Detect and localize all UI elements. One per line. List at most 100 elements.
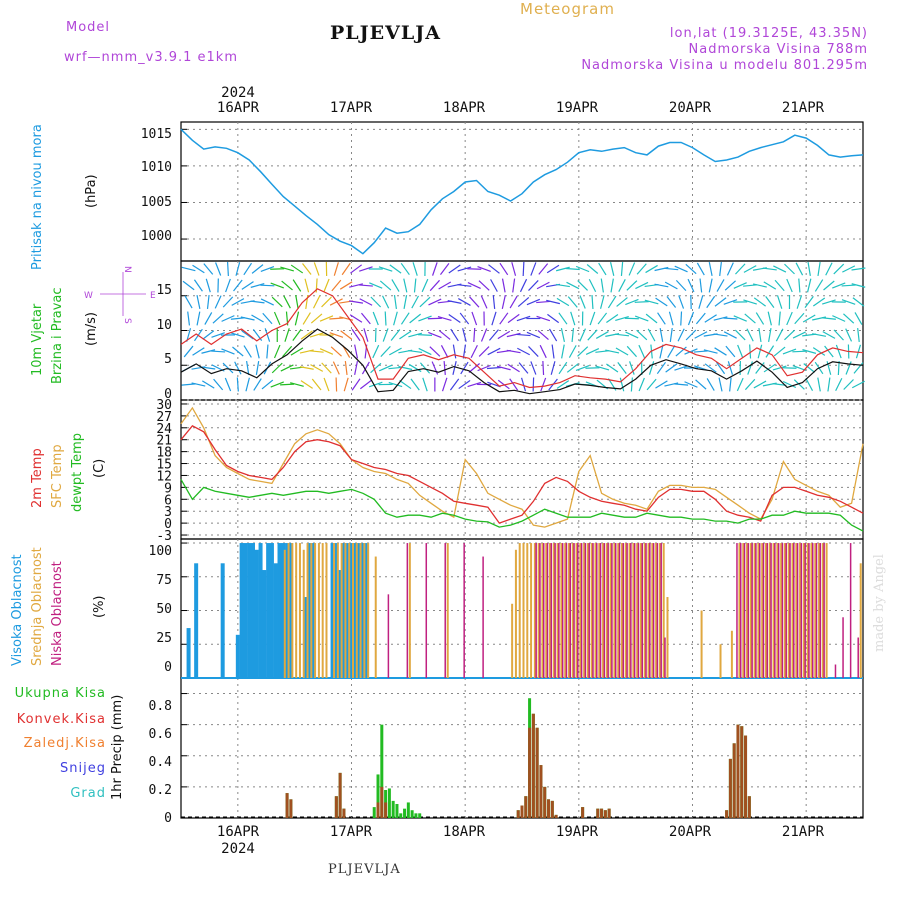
cloud-bar-1 bbox=[859, 563, 862, 678]
cloud-bar-2 bbox=[762, 543, 765, 678]
cloud-bar-0 bbox=[349, 543, 354, 678]
wind-arrow bbox=[281, 280, 293, 291]
wind-arrow bbox=[471, 311, 478, 326]
wind-gust-line bbox=[180, 288, 864, 389]
cloud-bar-2 bbox=[535, 543, 537, 678]
wind-arrow bbox=[236, 377, 239, 392]
wind-arrow bbox=[400, 312, 410, 325]
cloud-bar-1 bbox=[541, 543, 544, 678]
wind-arrow bbox=[804, 296, 814, 308]
wind-arrow bbox=[222, 296, 234, 308]
wind-arrow bbox=[626, 345, 638, 358]
wind-arrow bbox=[854, 312, 863, 325]
cloud-bar-0 bbox=[250, 543, 255, 678]
wind-arrow bbox=[743, 265, 757, 273]
wind-arrow bbox=[536, 300, 551, 304]
wind-arrow bbox=[667, 345, 676, 358]
cloud-bar-2 bbox=[819, 543, 822, 678]
wind-arrow bbox=[824, 345, 834, 358]
cloud-bar-1 bbox=[719, 644, 722, 678]
cloud-bar-1 bbox=[749, 543, 752, 678]
wind-arrow bbox=[251, 314, 264, 323]
date-top-4: 20APR bbox=[669, 100, 712, 116]
wind-arrow bbox=[851, 267, 866, 271]
cloud-bar-2 bbox=[842, 617, 844, 678]
wind-arrow bbox=[695, 379, 707, 390]
wind-arrow bbox=[368, 381, 383, 388]
precip-total-bar bbox=[406, 802, 410, 818]
wind-arrow bbox=[241, 330, 254, 340]
wind-arrow bbox=[388, 381, 403, 388]
cloud-bar-2 bbox=[626, 543, 628, 678]
wind-arrow bbox=[516, 315, 531, 322]
cloud-bar-1 bbox=[333, 543, 336, 678]
cloud-tick-75: 75 bbox=[156, 573, 172, 588]
cloud-bar-0 bbox=[262, 570, 267, 678]
wind-arrow bbox=[459, 312, 470, 325]
wind-arrow bbox=[763, 281, 777, 290]
cloud-bar-2 bbox=[800, 543, 803, 678]
wind-arrow bbox=[540, 377, 547, 392]
cloud-bar-1 bbox=[613, 543, 616, 678]
temp-tick-30: 30 bbox=[156, 398, 172, 413]
wind-arrow bbox=[260, 298, 274, 306]
wind-arrow bbox=[331, 279, 342, 292]
cloud-bar-1 bbox=[511, 603, 514, 678]
cloud-bar-1 bbox=[306, 543, 309, 678]
cloud-bar-2 bbox=[569, 543, 572, 678]
cloud-bar-1 bbox=[783, 543, 786, 678]
wind-arrow bbox=[378, 266, 393, 272]
wind-arrow bbox=[526, 298, 541, 306]
cloud-bar-0 bbox=[235, 634, 240, 678]
wind-arrow bbox=[550, 361, 556, 375]
wind-arrow bbox=[753, 380, 767, 389]
wind-arrow bbox=[417, 334, 433, 336]
cloud-bar-2 bbox=[546, 543, 549, 678]
wind-arrow bbox=[370, 296, 382, 308]
wind-arrow bbox=[798, 278, 801, 293]
wind-compass: W E N S bbox=[84, 266, 156, 324]
wind-arrow bbox=[802, 349, 817, 354]
wind-arrow bbox=[645, 313, 658, 324]
cloud-bar-2 bbox=[618, 543, 621, 678]
cloud-bar-2 bbox=[558, 543, 560, 678]
wind-arrow bbox=[354, 361, 359, 375]
wind-arrow bbox=[439, 263, 450, 275]
precip-tick-0.2: 0.2 bbox=[149, 783, 172, 798]
cloud-bar-1 bbox=[814, 543, 817, 678]
wind-arrow bbox=[428, 298, 442, 306]
cloud-bar-1 bbox=[655, 543, 658, 678]
wind-arrow bbox=[302, 312, 311, 325]
cloud-bar-1 bbox=[799, 543, 802, 678]
wind-arrow bbox=[496, 365, 511, 371]
cloud-bar-2 bbox=[656, 543, 659, 678]
wind-arrow bbox=[410, 378, 420, 391]
wind-arrow bbox=[181, 383, 196, 386]
wind-arrow bbox=[558, 361, 568, 375]
precip-conv-bar bbox=[607, 808, 611, 818]
wind-arrow bbox=[822, 299, 836, 305]
wind-arrow bbox=[684, 348, 698, 355]
cloud-bar-0 bbox=[254, 549, 259, 678]
wind-arrow bbox=[224, 377, 232, 392]
cloud-bar-1 bbox=[363, 543, 366, 678]
wind-arrow bbox=[687, 311, 695, 326]
wind-arrow bbox=[360, 312, 371, 325]
cloud-bar-1 bbox=[310, 543, 313, 678]
cloud-bar-1 bbox=[730, 630, 733, 678]
wind-arrow bbox=[363, 328, 369, 342]
wind-arrow bbox=[372, 311, 379, 326]
wind-arrow bbox=[447, 300, 462, 304]
wind-arrow bbox=[339, 316, 354, 321]
wind-arrow bbox=[548, 328, 558, 342]
compass-n: N bbox=[122, 266, 132, 273]
wind-arrow bbox=[438, 281, 452, 290]
dew-temp-line bbox=[180, 479, 864, 532]
pressure-line bbox=[180, 128, 864, 255]
cloud-bar-1 bbox=[666, 597, 669, 678]
meteogram-label: Meteogram bbox=[520, 0, 615, 18]
cloud-bar-0 bbox=[258, 543, 263, 678]
wind-arrow bbox=[575, 365, 590, 371]
wind-arrow bbox=[271, 362, 283, 374]
cloud-bar-2 bbox=[808, 543, 810, 678]
